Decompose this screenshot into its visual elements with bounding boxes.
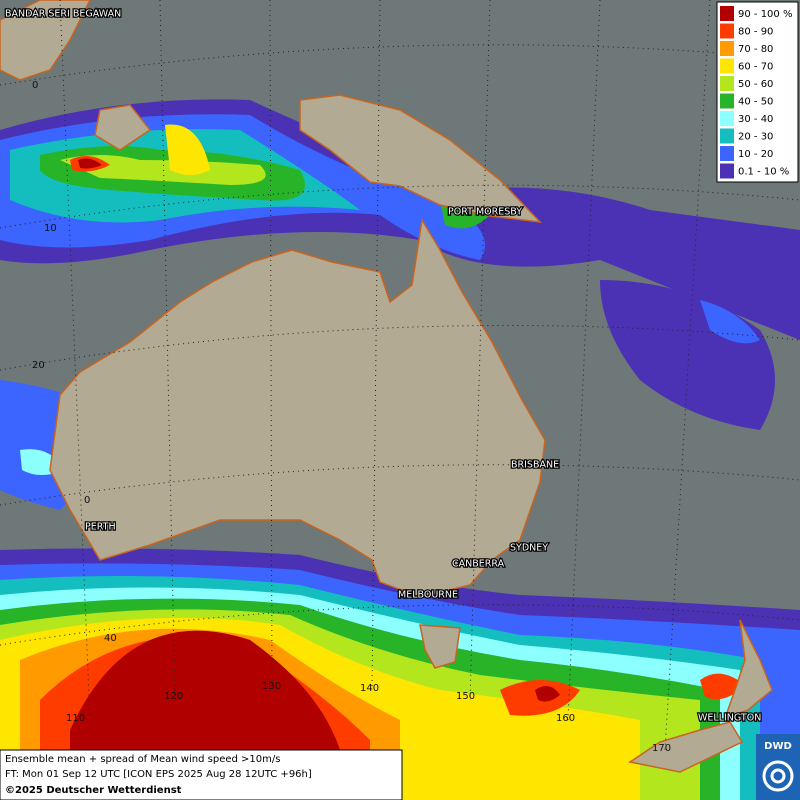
longitude-label: 160 bbox=[556, 713, 575, 724]
legend-label: 0.1 - 10 % bbox=[738, 167, 789, 178]
latitude-label: 40 bbox=[104, 633, 117, 644]
legend-swatch bbox=[720, 58, 734, 74]
legend: 90 - 100 % 80 - 90 70 - 80 60 - 70 50 - 60 40… bbox=[716, 1, 799, 183]
legend-label: 10 - 20 bbox=[738, 149, 773, 160]
footer-line: Ensemble mean + spread of Mean wind spee… bbox=[5, 754, 280, 765]
logo: DWD bbox=[756, 734, 800, 800]
legend-label: 50 - 60 bbox=[738, 79, 773, 90]
legend-swatch bbox=[720, 93, 734, 109]
legend-swatch bbox=[720, 111, 734, 126]
city-label: BANDAR SERI BEGAWAN bbox=[5, 9, 121, 20]
longitude-label: 120 bbox=[164, 691, 183, 702]
probability-area bbox=[700, 300, 760, 344]
latitude-label: 20 bbox=[32, 360, 45, 371]
legend-label: 70 - 80 bbox=[738, 44, 773, 55]
graticule-line bbox=[159, 0, 176, 701]
graticule-line bbox=[469, 0, 491, 701]
latitude-label: 10 bbox=[44, 223, 57, 234]
probability-area bbox=[535, 686, 560, 702]
probability-area bbox=[165, 124, 210, 175]
legend-swatch bbox=[720, 146, 734, 161]
city-label: BRISBANE bbox=[511, 460, 559, 471]
graticule-line bbox=[567, 0, 601, 721]
nz-north bbox=[723, 619, 773, 720]
graticule-line bbox=[59, 0, 91, 721]
legend-swatch bbox=[720, 41, 734, 56]
australia bbox=[49, 217, 546, 598]
graticule-line bbox=[269, 0, 273, 691]
tasmania bbox=[419, 624, 461, 669]
legend-swatch bbox=[720, 128, 734, 144]
footer: Ensemble mean + spread of Mean wind spee… bbox=[0, 749, 403, 800]
longitude-label: 130 bbox=[262, 681, 281, 692]
sulawesi bbox=[94, 104, 152, 151]
city-label: SYDNEY bbox=[510, 543, 548, 554]
logo-swirl bbox=[770, 768, 786, 784]
legend-label: 90 - 100 % bbox=[738, 9, 792, 20]
legend-swatch bbox=[720, 6, 734, 21]
probability-area bbox=[70, 630, 340, 750]
legend-label: 80 - 90 bbox=[738, 27, 773, 38]
longitude-label: 140 bbox=[360, 683, 379, 694]
land bbox=[0, 0, 773, 773]
legend-label: 30 - 40 bbox=[738, 114, 773, 125]
legend-swatch bbox=[720, 76, 734, 91]
latitude-label: 0 bbox=[84, 495, 90, 506]
longitude-label: 150 bbox=[456, 691, 475, 702]
city-label: CANBERRA bbox=[452, 559, 505, 570]
latitude-label: 0 bbox=[32, 80, 38, 91]
borneo bbox=[0, 0, 91, 81]
probability-area bbox=[60, 155, 266, 185]
footer-line: FT: Mon 01 Sep 12 UTC [ICON EPS 2025 Aug… bbox=[5, 769, 312, 780]
new-guinea bbox=[299, 94, 542, 223]
labels: BANDAR SERI BEGAWAN PORT MORESBY BRISBANE P… bbox=[4, 7, 763, 754]
legend-label: 60 - 70 bbox=[738, 62, 773, 73]
footer-box bbox=[0, 749, 403, 800]
probability-area bbox=[78, 158, 102, 169]
city-label: MELBOURNE bbox=[398, 590, 458, 601]
legend-swatch bbox=[720, 23, 734, 39]
graticule bbox=[0, 0, 800, 751]
city-label: PORT MORESBY bbox=[448, 207, 522, 218]
legend-label: 40 - 50 bbox=[738, 97, 773, 108]
footer-line: ©2025 Deutscher Wetterdienst bbox=[5, 785, 182, 796]
logo-swirl bbox=[762, 760, 794, 792]
legend-swatch bbox=[720, 163, 734, 179]
logo-text: DWD bbox=[764, 741, 792, 752]
nz-south bbox=[628, 721, 744, 773]
longitude-label: 110 bbox=[66, 713, 85, 724]
graticule-line bbox=[664, 0, 711, 751]
longitude-label: 170 bbox=[652, 743, 671, 754]
city-label: PERTH bbox=[85, 522, 116, 533]
graticule-line bbox=[371, 0, 381, 691]
city-label: WELLINGTON bbox=[698, 713, 761, 724]
legend-items: 90 - 100 % 80 - 90 70 - 80 60 - 70 50 - 60 40… bbox=[720, 6, 792, 179]
legend-label: 20 - 30 bbox=[738, 132, 773, 143]
